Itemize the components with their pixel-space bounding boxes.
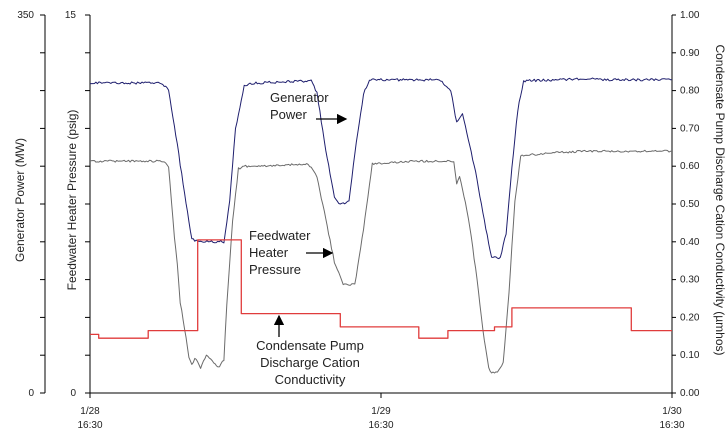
annotation-layer: Generator Power Feedwater Heater Pressure Con… (249, 90, 364, 387)
feedwater-pressure-line (89, 149, 673, 374)
generator-power-tick-label: 0 (28, 388, 34, 399)
x-axis: 1/28 16:30 1/29 16:30 1/30 16:30 (77, 393, 685, 431)
conductivity-annotation-label-line: Conductivity (275, 372, 346, 387)
conductivity-annotation-label-line: Discharge Cation (260, 355, 360, 370)
generator-power-axis: 0 350 (17, 10, 46, 399)
x-tick-label-time: 16:30 (659, 420, 684, 431)
x-tick-label-date: 1/28 (80, 406, 100, 417)
conductivity-tick-label: 0.10 (680, 350, 700, 361)
x-tick-label-time: 16:30 (368, 420, 393, 431)
conductivity-tick-label: 1.00 (680, 10, 700, 21)
conductivity-tick-label: 0.40 (680, 237, 700, 248)
feedwater-pressure-tick-label: 0 (70, 388, 76, 399)
feedwater-pressure-annotation-label-line: Feedwater (249, 228, 311, 243)
conductivity-annotation-label-line: Condensate Pump (256, 338, 364, 353)
conductivity-tick-label: 0.20 (680, 312, 700, 323)
generator-power-line (89, 77, 673, 260)
generator-power-tick-label: 350 (17, 10, 34, 21)
feedwater-pressure-annotation-label-line: Pressure (249, 262, 301, 277)
plot-frame (89, 15, 673, 394)
feedwater-pressure-axis-title: Feedwater Heater Pressure (psig) (65, 110, 79, 291)
feedwater-pressure-annotation-label-line: Heater (249, 245, 289, 260)
conductivity-tick-label: 0.50 (680, 199, 700, 210)
generator-power-annotation-label-line: Generator (270, 90, 329, 105)
conductivity-tick-label: 0.00 (680, 388, 700, 399)
conductivity-line (90, 239, 672, 339)
x-tick-label-date: 1/29 (371, 406, 391, 417)
conductivity-axis: 0.00 0.10 0.20 0.30 0.40 0.50 0.60 0.70 0.80 0.90… (672, 10, 700, 399)
conductivity-tick-label: 0.70 (680, 123, 700, 134)
x-tick-label-time: 16:30 (77, 420, 102, 431)
conductivity-tick-label: 0.80 (680, 86, 700, 97)
generator-power-axis-title: Generator Power (MW) (13, 138, 27, 262)
conductivity-tick-label: 0.90 (680, 48, 700, 59)
conductivity-tick-label: 0.60 (680, 161, 700, 172)
generator-power-annotation-label-line: Power (270, 107, 308, 122)
conductivity-tick-label: 0.30 (680, 275, 700, 286)
conductivity-axis-title: Condensate Pump Discharge Cation Conduct… (713, 44, 727, 355)
series-layer (89, 77, 673, 374)
x-tick-label-date: 1/30 (662, 406, 682, 417)
feedwater-pressure-axis: 0 15 (65, 10, 91, 399)
feedwater-pressure-tick-label: 15 (65, 10, 77, 21)
